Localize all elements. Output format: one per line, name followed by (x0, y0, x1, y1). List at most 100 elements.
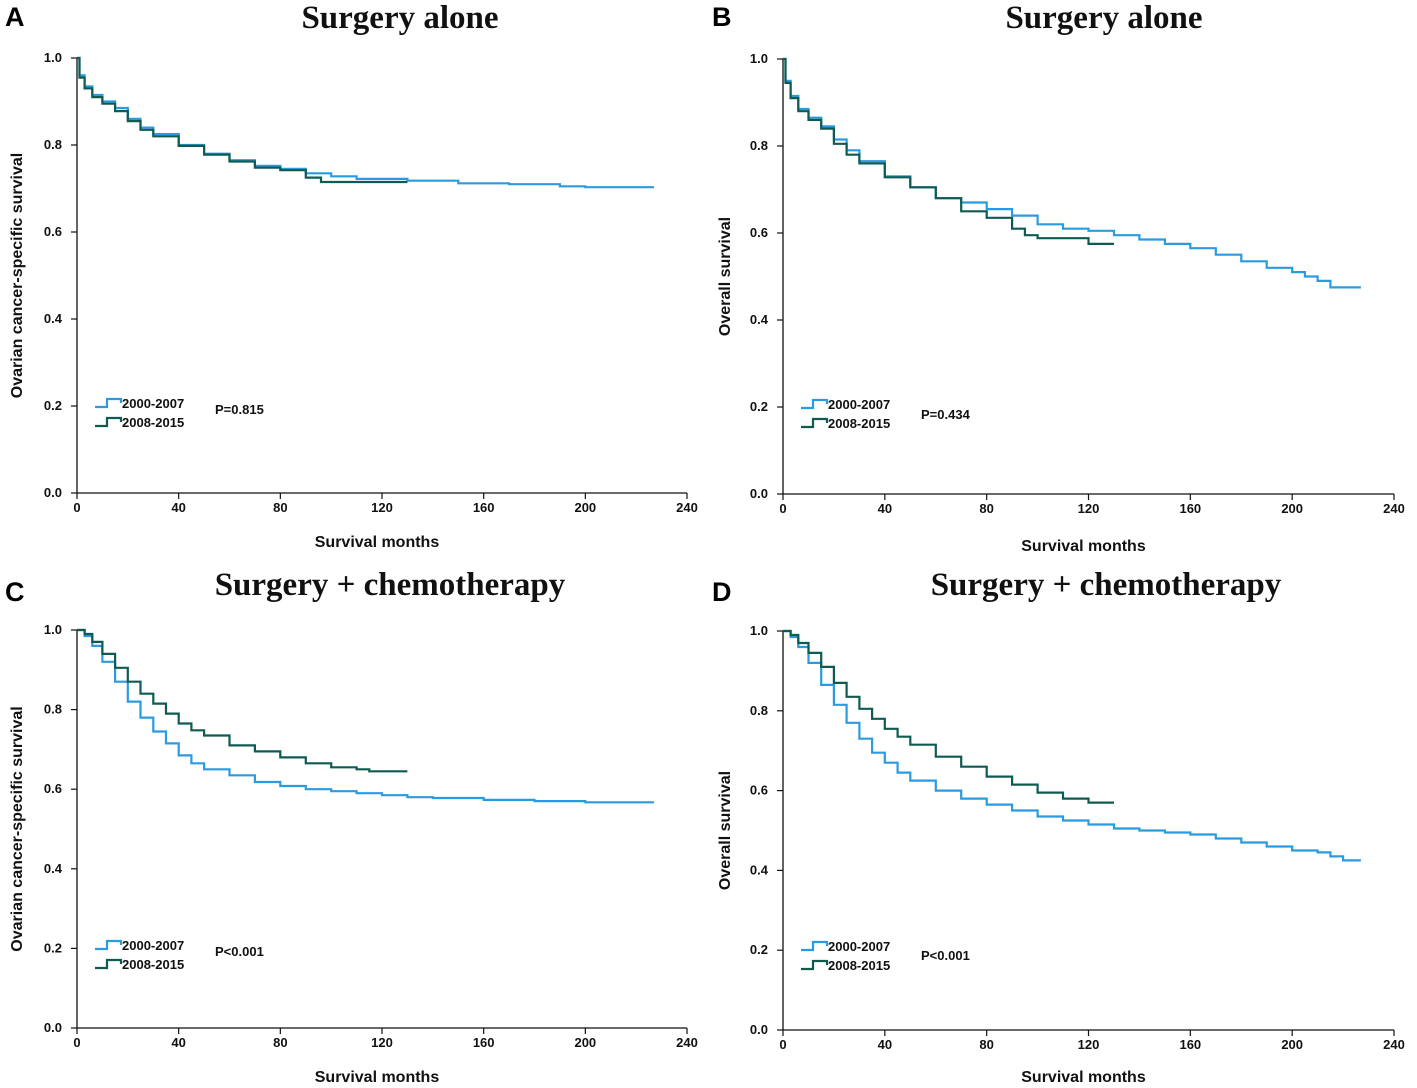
y-tick-label: 1.0 (750, 51, 768, 66)
y-axis-label: Overall survival (717, 217, 734, 336)
legend-swatch (801, 940, 829, 952)
x-tick-label: 0 (73, 1035, 80, 1050)
y-tick-label: 0.0 (44, 485, 62, 500)
x-tick-label: 240 (1383, 501, 1405, 516)
legend-label: 2008-2015 (828, 958, 890, 973)
legend-label: 2000-2007 (828, 939, 890, 954)
x-tick-label: 0 (779, 1037, 786, 1052)
panel-letter: D (712, 577, 732, 607)
y-tick-label: 0.8 (750, 138, 768, 153)
y-tick-label: 0.6 (750, 225, 768, 240)
series-curve-2000-2007 (783, 57, 1361, 289)
legend-swatch (801, 398, 829, 410)
y-tick-label: 0.0 (750, 1022, 768, 1037)
y-tick-label: 0.6 (750, 783, 768, 798)
series-curve-2000-2007 (77, 628, 654, 804)
x-axis-label: Survival months (1021, 538, 1146, 555)
y-tick-label: 0.2 (750, 399, 768, 414)
x-tick-label: 160 (473, 500, 495, 515)
x-axis-label: Survival months (315, 1069, 440, 1086)
x-tick-label: 0 (779, 501, 786, 516)
legend-swatch (95, 397, 123, 409)
x-tick-label: 200 (574, 1035, 596, 1050)
y-tick-label: 0.8 (44, 702, 62, 717)
x-tick-label: 240 (676, 500, 698, 515)
series-curve-2008-2015 (783, 629, 1114, 804)
y-tick-label: 0.4 (750, 862, 769, 877)
y-tick-label: 0.2 (750, 942, 768, 957)
series-curve-2000-2007 (783, 629, 1361, 862)
y-axis-label: Ovarian cancer-specific survival (9, 153, 26, 398)
y-tick-label: 0.0 (750, 486, 768, 501)
x-tick-label: 40 (878, 501, 892, 516)
y-axis-label: Overall survival (717, 771, 734, 890)
x-tick-label: 40 (878, 1037, 892, 1052)
y-tick-label: 0.4 (44, 311, 63, 326)
x-axis-label: Survival months (1021, 1069, 1146, 1086)
y-tick-label: 0.4 (750, 312, 769, 327)
y-tick-label: 0.4 (44, 861, 63, 876)
y-tick-label: 1.0 (750, 623, 768, 638)
legend-swatch (95, 939, 123, 951)
panel-title: Surgery alone (301, 0, 498, 36)
series-curve-2008-2015 (783, 57, 1114, 245)
x-tick-label: 200 (1281, 501, 1303, 516)
legend-swatch (801, 417, 829, 429)
panel-c: C Surgery + chemotherapy 0 40 80 120 160 200 240… (5, 567, 698, 1086)
p-value: P<0.001 (215, 944, 264, 959)
y-tick-label: 0.0 (44, 1020, 62, 1035)
y-tick-label: 0.8 (750, 703, 768, 718)
x-tick-label: 40 (171, 500, 185, 515)
series-curve-2008-2015 (77, 56, 408, 184)
x-tick-label: 80 (979, 501, 993, 516)
legend-label: 2008-2015 (122, 415, 184, 430)
panel-title: Surgery + chemotherapy (931, 567, 1282, 603)
series-curve-2000-2007 (77, 56, 654, 189)
p-value: P=0.815 (215, 402, 264, 417)
panel-letter: A (5, 2, 25, 32)
legend-swatch (95, 958, 123, 970)
x-tick-label: 80 (979, 1037, 993, 1052)
x-tick-label: 160 (1179, 1037, 1201, 1052)
legend-label: 2000-2007 (828, 397, 890, 412)
p-value: P<0.001 (921, 948, 970, 963)
y-tick-label: 1.0 (44, 50, 62, 65)
x-tick-label: 160 (1179, 501, 1201, 516)
x-tick-label: 120 (371, 1035, 393, 1050)
panel-letter: B (712, 2, 732, 32)
x-tick-label: 200 (574, 500, 596, 515)
panel-letter: C (5, 577, 25, 607)
x-tick-label: 0 (73, 500, 80, 515)
x-tick-label: 120 (371, 500, 393, 515)
x-axis-label: Survival months (315, 534, 440, 551)
x-tick-label: 120 (1078, 1037, 1100, 1052)
x-tick-label: 80 (273, 500, 287, 515)
panel-a: A Surgery alone 0 40 80 120 160 200 240 0.0 0.2 0.4… (5, 0, 698, 551)
x-tick-label: 240 (676, 1035, 698, 1050)
series-curve-2008-2015 (77, 628, 408, 773)
legend-label: 2008-2015 (122, 957, 184, 972)
x-tick-label: 80 (273, 1035, 287, 1050)
legend-label: 2000-2007 (122, 938, 184, 953)
y-tick-label: 0.6 (44, 224, 62, 239)
y-tick-label: 0.6 (44, 781, 62, 796)
y-tick-label: 0.8 (44, 137, 62, 152)
x-tick-label: 200 (1281, 1037, 1303, 1052)
x-tick-label: 160 (473, 1035, 495, 1050)
x-tick-label: 240 (1383, 1037, 1405, 1052)
panel-title: Surgery alone (1005, 0, 1202, 36)
y-tick-label: 1.0 (44, 622, 62, 637)
panel-d: D Surgery + chemotherapy 0 40 80 120 160 200 240… (712, 567, 1405, 1086)
legend-swatch (801, 959, 829, 971)
y-tick-label: 0.2 (44, 940, 62, 955)
panel-title: Surgery + chemotherapy (215, 567, 566, 603)
panel-b: B Surgery alone 0 40 80 120 160 200 240 0.0 0.2 0.4… (712, 0, 1405, 555)
legend-swatch (95, 416, 123, 428)
x-tick-label: 40 (171, 1035, 185, 1050)
legend-label: 2008-2015 (828, 416, 890, 431)
x-tick-label: 120 (1078, 501, 1100, 516)
legend-label: 2000-2007 (122, 396, 184, 411)
y-axis-label: Ovarian cancer-specific survival (9, 706, 26, 951)
y-tick-label: 0.2 (44, 398, 62, 413)
